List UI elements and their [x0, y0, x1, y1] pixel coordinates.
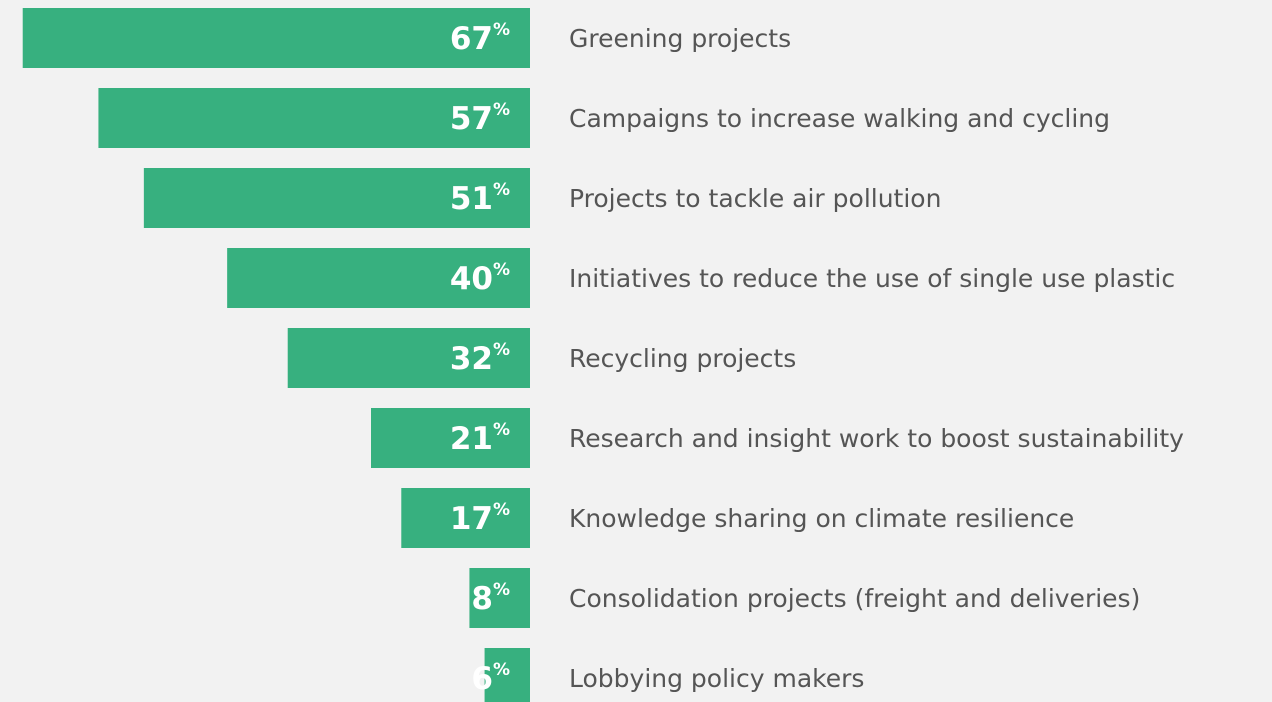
bar — [143, 168, 530, 228]
bar — [98, 88, 530, 148]
bar — [401, 488, 530, 548]
bar — [371, 408, 530, 468]
category-label: Campaigns to increase walking and cyclin… — [569, 104, 1110, 133]
category-label: Greening projects — [569, 24, 791, 53]
category-label: Projects to tackle air pollution — [569, 184, 941, 213]
value-label: 6% — [471, 660, 510, 697]
category-label: Initiatives to reduce the use of single … — [569, 264, 1175, 293]
value-label: 17% — [450, 500, 510, 537]
category-label: Recycling projects — [569, 344, 796, 373]
value-label: 57% — [450, 100, 510, 137]
category-label: Lobbying policy makers — [569, 664, 864, 693]
category-label: Knowledge sharing on climate resilience — [569, 504, 1074, 533]
bar — [287, 328, 530, 388]
value-label: 21% — [450, 420, 510, 457]
category-label: Research and insight work to boost susta… — [569, 424, 1184, 453]
bar — [484, 648, 530, 702]
value-label: 8% — [471, 580, 510, 617]
bar — [227, 248, 530, 308]
bar — [469, 568, 530, 628]
category-label: Consolidation projects (freight and deli… — [569, 584, 1140, 613]
value-label: 40% — [450, 260, 510, 297]
bar — [22, 8, 530, 68]
value-label: 51% — [450, 180, 510, 217]
value-label: 32% — [450, 340, 510, 377]
value-label: 67% — [450, 20, 510, 57]
